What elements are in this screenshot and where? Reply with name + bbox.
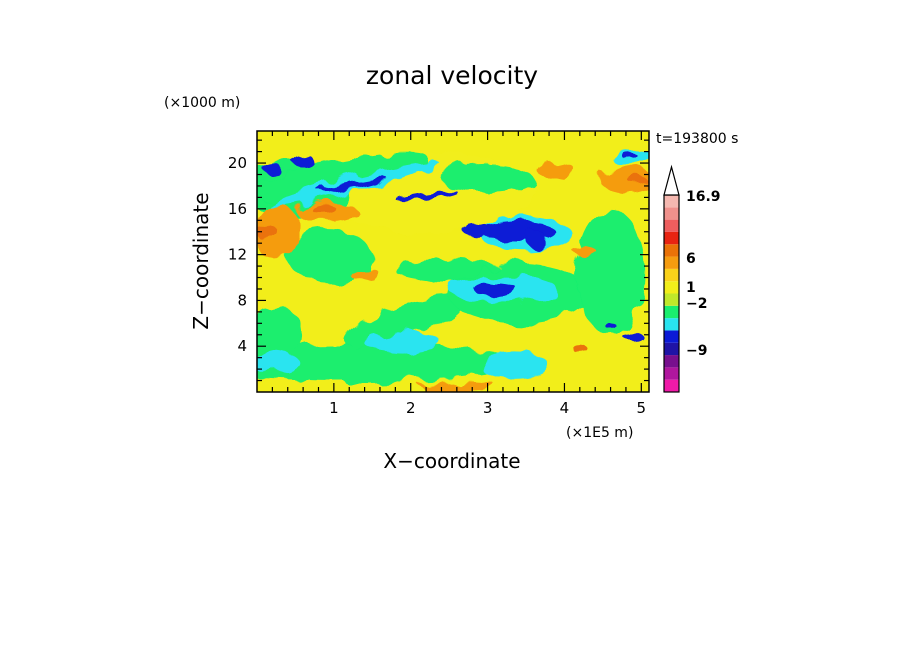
contour-region [310, 203, 335, 213]
x-axis-unit: (×1E5 m) [566, 425, 633, 441]
colorbar-swatch [664, 219, 679, 232]
contour-region [395, 189, 457, 201]
contour-region [528, 231, 547, 251]
chart-title: zonal velocity [366, 61, 538, 90]
y-axis-label: Z−coordinate [189, 192, 213, 329]
x-axis: 1 2 3 4 5 [271, 131, 647, 417]
colorbar-swatch [664, 244, 679, 257]
contour-region [572, 345, 588, 352]
x-tick-label: 5 [637, 399, 647, 417]
contour-region [628, 176, 647, 185]
contour-region [349, 268, 380, 280]
colorbar: −9 −21 6 16.9 [663, 164, 721, 393]
contour-region [257, 351, 300, 373]
contour-region [257, 306, 304, 364]
y-axis: 4 8 12 16 20 [228, 139, 649, 382]
colorbar-swatch [664, 330, 679, 343]
contour-region [344, 295, 462, 347]
contour-region [479, 351, 550, 380]
contour-field [257, 131, 649, 392]
colorbar-label: −9 [686, 343, 707, 359]
colorbar-swatch [664, 293, 679, 306]
colorbar-label: 1 [686, 280, 696, 296]
colorbar-swatch [664, 342, 679, 356]
x-tick-label: 3 [483, 399, 493, 417]
contour-region [622, 152, 638, 160]
y-tick-label: 12 [228, 246, 247, 264]
contour-region [319, 176, 387, 193]
y-tick-label: 16 [228, 200, 247, 218]
colorbar-label: −2 [686, 296, 707, 312]
colorbar-swatch [664, 305, 679, 319]
contour-region [572, 245, 596, 255]
time-label: t=193800 s [656, 131, 738, 147]
contour-region [473, 281, 517, 297]
contour-region [263, 163, 282, 174]
colorbar-swatch [664, 207, 679, 220]
colorbar-swatch [664, 231, 679, 245]
x-tick-label: 1 [329, 399, 339, 417]
colorbar-swatch [664, 318, 679, 331]
y-tick-label: 4 [237, 337, 247, 355]
y-tick-label: 8 [237, 291, 247, 309]
y-axis-unit: (×1000 m) [164, 95, 240, 111]
contour-region [605, 322, 616, 330]
contour-region [623, 332, 644, 342]
contour-region [441, 165, 534, 193]
contour-region [292, 154, 314, 168]
contour-region [364, 332, 442, 354]
colorbar-swatch [664, 281, 679, 294]
contour-region [537, 163, 576, 180]
contour-region [418, 380, 496, 390]
colorbar-extend-arrow [663, 164, 680, 196]
colorbar-swatch [664, 367, 679, 380]
contour-region [462, 222, 490, 237]
contour-region [257, 343, 519, 381]
contour-region [575, 208, 646, 335]
x-tick-label: 2 [406, 399, 416, 417]
colorbar-label: 6 [686, 251, 696, 267]
x-axis-label: X−coordinate [383, 449, 520, 473]
colorbar-swatch [664, 379, 679, 392]
contour-region [287, 230, 373, 284]
plot-frame [256, 130, 650, 393]
x-tick-label: 4 [560, 399, 570, 417]
colorbar-swatch [664, 195, 679, 208]
colorbar-swatch [664, 268, 679, 282]
contour-region [257, 152, 428, 201]
colorbar-swatch [664, 256, 679, 269]
y-tick-label: 20 [228, 154, 247, 172]
contour-region [599, 166, 649, 192]
contour-region [257, 227, 281, 241]
colorbar-label: 16.9 [686, 189, 721, 205]
colorbar-swatch [664, 355, 679, 368]
